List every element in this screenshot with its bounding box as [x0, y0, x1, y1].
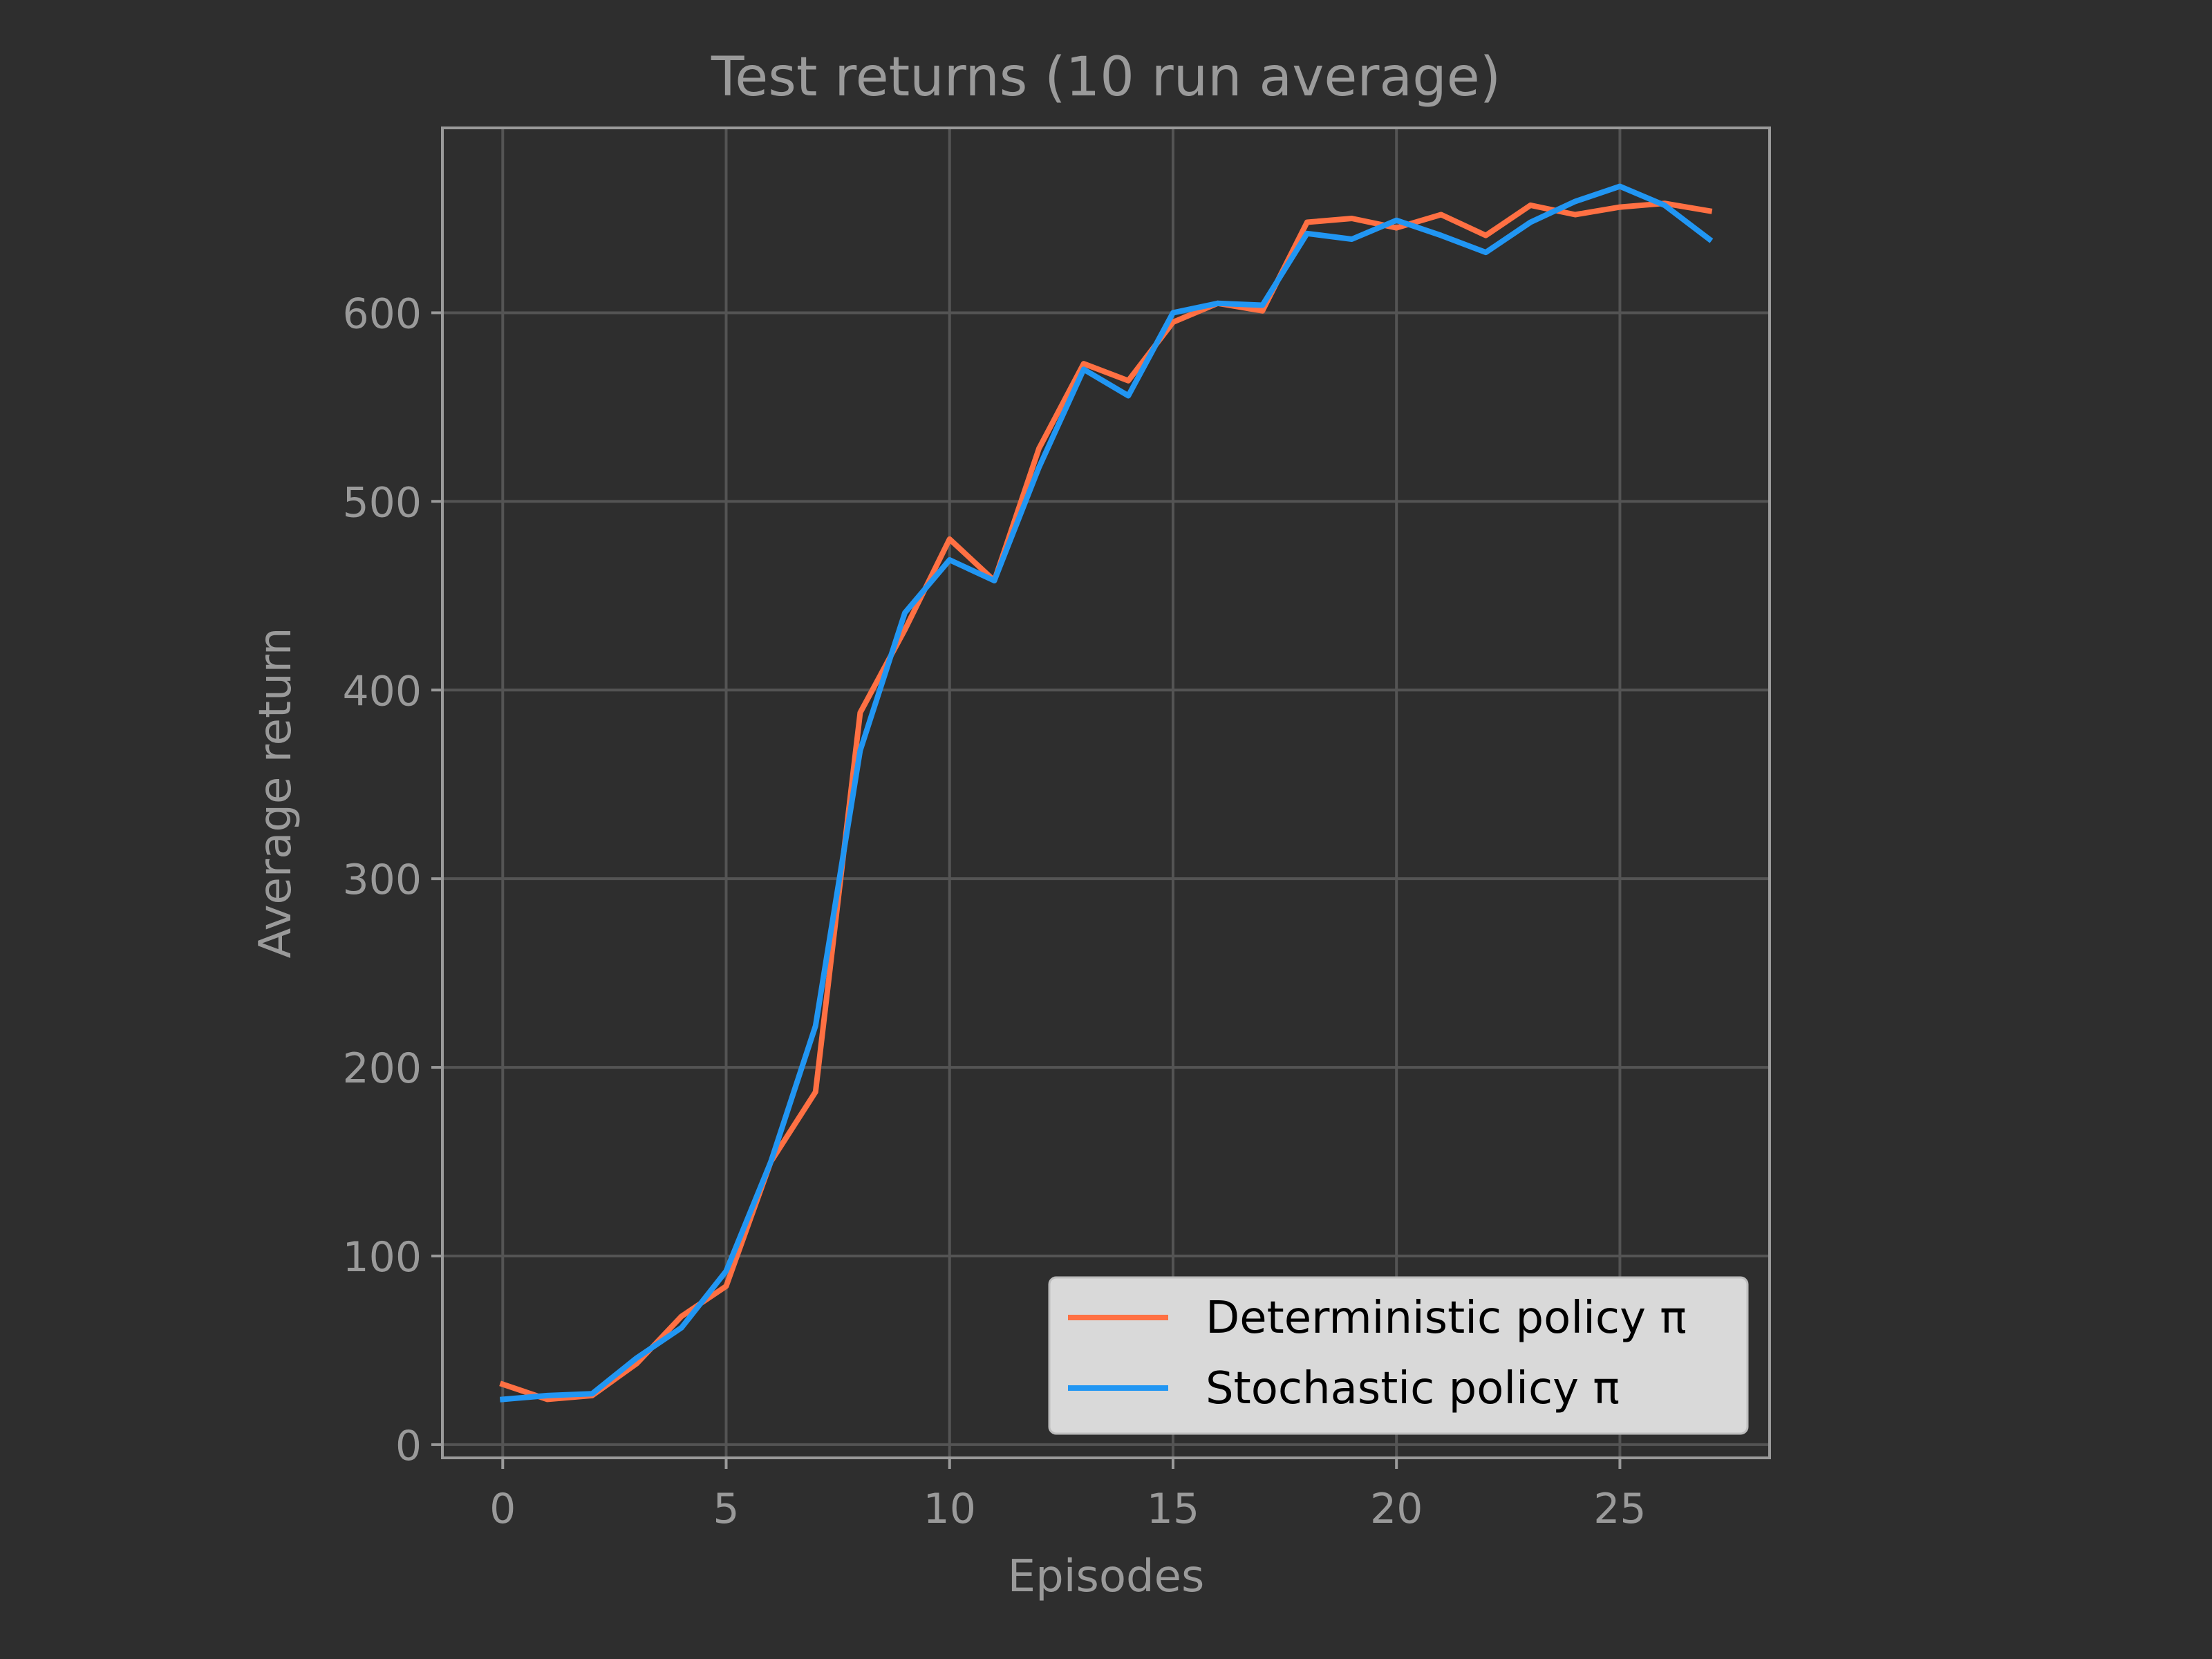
y-tick-label: 300 — [342, 856, 422, 904]
x-tick-label: 5 — [713, 1485, 739, 1533]
series — [499, 183, 1714, 1403]
y-tick-label: 500 — [342, 478, 422, 527]
x-tick-label: 25 — [1593, 1485, 1646, 1533]
y-tick-label: 200 — [342, 1044, 422, 1093]
plot-frame — [441, 126, 1771, 1459]
legend-label-deterministic: Deterministic policy π — [1206, 1293, 1687, 1344]
y-tick-label: 400 — [342, 667, 422, 715]
legend-label-stochastic: Stochastic policy π — [1206, 1363, 1620, 1414]
legend-box — [1048, 1276, 1749, 1435]
chart-title: Test returns (10 run average) — [711, 46, 1501, 109]
grid — [442, 128, 1770, 1458]
x-tick-label: 15 — [1147, 1485, 1199, 1533]
x-axis-ticks: 0 5 10 15 20 25 — [489, 1458, 1647, 1533]
series-line-1 — [499, 183, 1714, 1403]
x-tick-label: 20 — [1370, 1485, 1423, 1533]
y-axis-ticks: 0 100 200 300 400 500 600 — [342, 290, 442, 1470]
y-tick-label: 100 — [342, 1233, 422, 1282]
y-tick-label: 0 — [395, 1422, 422, 1470]
y-tick-label: 600 — [342, 290, 422, 338]
y-axis-title: Average return — [250, 628, 301, 959]
legend: Deterministic policy π Stochastic policy… — [1048, 1276, 1749, 1435]
x-axis-title: Episodes — [1008, 1551, 1205, 1602]
x-tick-label: 0 — [489, 1485, 516, 1533]
x-tick-label: 10 — [924, 1485, 976, 1533]
